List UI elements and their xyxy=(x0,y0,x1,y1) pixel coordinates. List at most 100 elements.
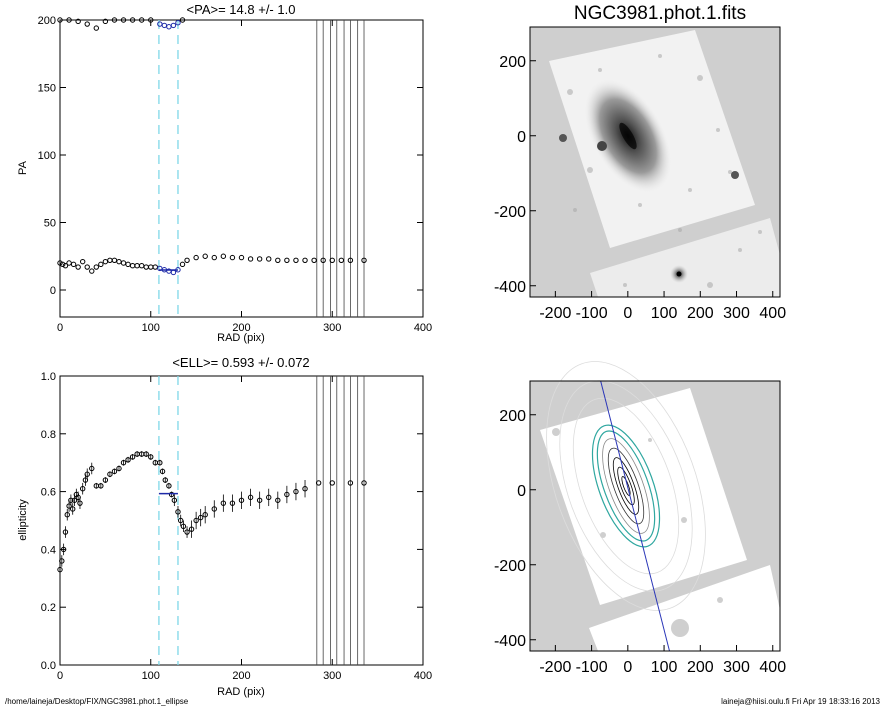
pa-data-point xyxy=(89,268,95,274)
pa-data-point xyxy=(148,264,154,270)
iso-x-tick-label: 200 xyxy=(687,659,714,676)
ell-data-point xyxy=(89,465,95,472)
ell-data-point xyxy=(162,477,168,483)
pa-upper-point xyxy=(66,17,72,23)
ell-data-point xyxy=(177,517,184,524)
ell-data-point xyxy=(361,480,367,486)
ell-data-point xyxy=(98,483,104,489)
ell-x-tick-label: 300 xyxy=(323,670,341,682)
img-x-tick-label: 200 xyxy=(687,305,714,322)
pa-data-point xyxy=(152,264,158,270)
ell-data-point xyxy=(175,509,181,515)
iso-x-tick-label: -100 xyxy=(576,659,608,676)
pa-data-point xyxy=(256,256,263,262)
pa-data-point xyxy=(143,264,149,270)
pa-data-point xyxy=(79,258,86,265)
pa-data-point xyxy=(107,257,113,263)
ell-data-point xyxy=(79,486,86,492)
iso-x-tick-label: 300 xyxy=(723,659,750,676)
isophote-frame-lower xyxy=(589,565,780,651)
pa-upper-point xyxy=(120,17,127,23)
ell-x-tick-label: 0 xyxy=(57,670,63,682)
ell-y-tick-label: 0.4 xyxy=(41,544,56,556)
pa-data-point xyxy=(211,254,217,261)
pa-data-point xyxy=(361,257,367,263)
img-y-tick-label: 200 xyxy=(499,54,526,71)
ell-data-point xyxy=(302,486,308,492)
pa-upper-point xyxy=(138,17,145,23)
ellipticity-plot-title: <ELL>= 0.593 +/- 0.072 xyxy=(172,355,309,370)
pa-data-point xyxy=(347,257,354,263)
pa-data-point xyxy=(338,257,345,263)
pa-data-point xyxy=(247,256,254,262)
user-timestamp-footer: laineja@hiisi.oulu.fi Fri Apr 19 18:33:1… xyxy=(721,697,880,706)
ellipticity-plot: <ELL>= 0.593 +/- 0.072 RAD (pix) ellipti… xyxy=(17,355,432,698)
img-y-tick-label: -400 xyxy=(494,279,526,296)
ell-data-point xyxy=(315,480,322,486)
pa-plot-frame xyxy=(59,19,424,318)
pa-upper-point xyxy=(179,17,186,23)
pa-upper-point xyxy=(129,17,136,23)
img-y-tick-label: 0 xyxy=(517,129,526,146)
ell-data-point xyxy=(202,512,208,518)
pa-upper-point xyxy=(148,17,154,23)
pa-data-point xyxy=(60,261,66,268)
iso-y-tick-label: -200 xyxy=(494,558,526,575)
pa-data-point xyxy=(293,257,299,263)
ell-data-point xyxy=(247,494,254,501)
ell-data-point xyxy=(60,546,67,553)
ell-data-point xyxy=(70,506,76,512)
pa-data-point xyxy=(93,264,100,270)
iso-y-tick-label: 200 xyxy=(499,408,526,425)
pa-data-point xyxy=(57,260,63,266)
iso-x-tick-label: -200 xyxy=(539,659,571,676)
pa-data-point xyxy=(84,264,90,270)
ell-data-point xyxy=(59,558,65,564)
pa-y-tick-label: 200 xyxy=(38,15,56,27)
iso-x-tick-label: 400 xyxy=(759,659,786,676)
iso-x-tick-label: 0 xyxy=(623,659,632,676)
pa-x-tick-label: 200 xyxy=(232,322,250,334)
ell-data-point xyxy=(188,526,195,532)
ell-data-point xyxy=(120,460,127,466)
iso-y-tick-label: 0 xyxy=(517,483,526,500)
pa-data-point xyxy=(184,257,190,263)
pa-data-point xyxy=(302,257,308,263)
iso-frame xyxy=(529,380,781,652)
pa-x-axis-label: RAD (pix) xyxy=(217,332,265,344)
pa-data-point xyxy=(284,257,290,263)
ell-data-point xyxy=(275,497,281,503)
ell-y-tick-label: 0.2 xyxy=(41,602,56,614)
pa-upper-point xyxy=(93,25,100,31)
galaxy-image-panel: NGC3981.phot.1.fits -200 -100 0 100 200 300 40… xyxy=(494,3,786,322)
pa-data-point xyxy=(138,263,145,269)
pa-data-point xyxy=(129,263,136,269)
pa-upper-point xyxy=(102,18,109,25)
pa-data-point xyxy=(75,264,81,270)
ell-data-point xyxy=(171,497,178,503)
pa-plot: <PA>= 14.8 +/- 1.0 RAD (pix) PA 0 100 200 3… xyxy=(17,2,432,344)
pa-data-point xyxy=(275,257,281,263)
pa-data-point xyxy=(311,257,317,263)
ell-data-point xyxy=(157,460,163,466)
pa-data-point xyxy=(134,263,140,269)
image-title: NGC3981.phot.1.fits xyxy=(574,3,746,24)
ell-data-point xyxy=(129,454,136,460)
ell-data-point xyxy=(197,514,204,521)
pa-data-point xyxy=(120,260,127,266)
ell-data-point xyxy=(107,471,113,477)
ell-data-point xyxy=(256,497,263,503)
ell-data-point xyxy=(159,468,166,475)
pa-x-tick-label: 100 xyxy=(142,322,160,334)
pa-data-point xyxy=(266,256,272,262)
pa-upper-point xyxy=(161,22,168,29)
pa-data-point xyxy=(179,261,186,268)
img-y-tick-label: -200 xyxy=(494,204,526,221)
pa-y-tick-label: 150 xyxy=(38,83,56,95)
ell-data-point xyxy=(102,477,109,483)
img-x-tick-label: 100 xyxy=(651,305,678,322)
ell-data-point xyxy=(211,506,217,512)
pa-data-point xyxy=(229,254,236,261)
pa-data-point xyxy=(125,261,131,268)
major-axis-line xyxy=(600,380,670,652)
